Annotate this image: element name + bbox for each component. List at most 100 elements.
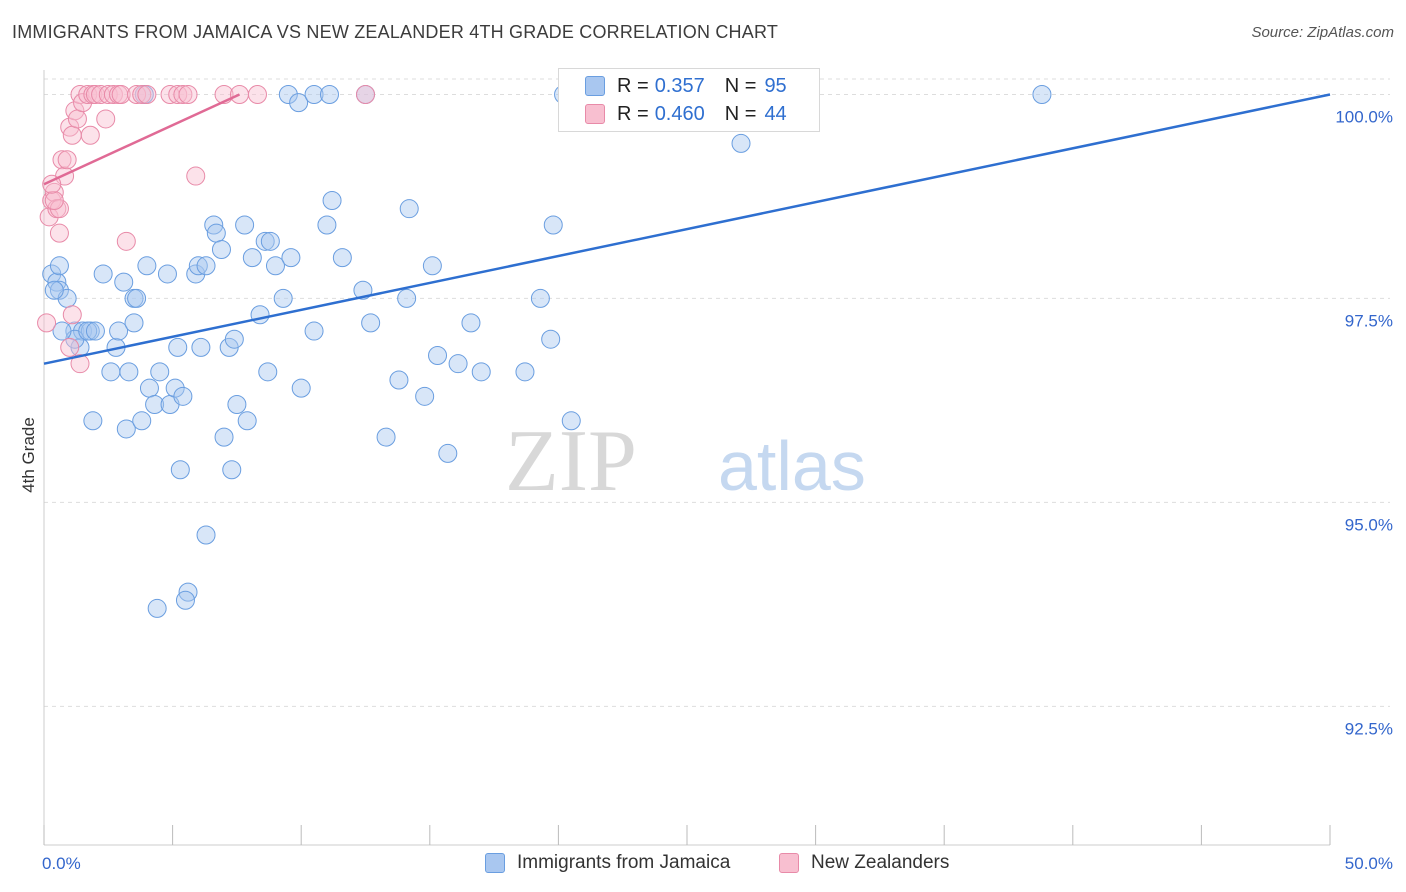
newzealand-point bbox=[57, 150, 77, 170]
jamaica-point bbox=[289, 93, 309, 113]
jamaica-point bbox=[139, 378, 159, 398]
x-tick-label: 50.0% bbox=[1345, 854, 1393, 873]
chart-title: IMMIGRANTS FROM JAMAICA VS NEW ZEALANDER… bbox=[12, 22, 779, 42]
newzealand-point bbox=[62, 125, 82, 145]
jamaica-point bbox=[273, 288, 293, 308]
grid-lines bbox=[44, 78, 1390, 707]
jamaica-point bbox=[1032, 84, 1052, 104]
newzealand-point bbox=[80, 125, 100, 145]
stats-legend: R = 0.357 N = 95 R = 0.460 N = 44 bbox=[558, 68, 820, 132]
legend-label-newzealand: New Zealanders bbox=[811, 852, 950, 873]
y-tick-label: 95.0% bbox=[1345, 515, 1393, 534]
jamaica-point bbox=[52, 321, 72, 341]
jamaica-point bbox=[132, 411, 152, 431]
newzealand-point bbox=[103, 84, 123, 104]
jamaica-point bbox=[438, 443, 458, 463]
jamaica-point bbox=[175, 590, 195, 610]
legend-item-newzealand[interactable]: New Zealanders bbox=[779, 852, 949, 874]
jamaica-point bbox=[168, 337, 188, 357]
jamaica-point bbox=[389, 370, 409, 390]
series-legend: Immigrants from Jamaica New Zealanders bbox=[0, 852, 1406, 878]
jamaica-point bbox=[214, 427, 234, 447]
jamaica-point bbox=[515, 362, 535, 382]
jamaica-swatch bbox=[585, 76, 605, 96]
jamaica-point bbox=[109, 321, 129, 341]
jamaica-point bbox=[224, 329, 244, 349]
jamaica-point bbox=[44, 280, 64, 300]
legend-item-jamaica[interactable]: Immigrants from Jamaica bbox=[485, 852, 730, 874]
n-value-jamaica: 95 bbox=[764, 74, 787, 97]
legend-swatch-jamaica bbox=[485, 853, 505, 873]
newzealand-point bbox=[52, 150, 72, 170]
newzealand-point bbox=[60, 337, 80, 357]
newzealand-point bbox=[127, 84, 147, 104]
newzealand-point bbox=[96, 109, 116, 129]
jamaica-point bbox=[317, 215, 337, 235]
r-value-jamaica: 0.357 bbox=[654, 74, 705, 97]
jamaica-point bbox=[415, 386, 435, 406]
jamaica-point bbox=[428, 346, 448, 366]
jamaica-point bbox=[332, 248, 352, 268]
jamaica-point bbox=[150, 362, 170, 382]
jamaica-point bbox=[541, 329, 561, 349]
jamaica-point bbox=[78, 321, 98, 341]
jamaica-point bbox=[196, 256, 216, 276]
stats-row-newzealand: R = 0.460 N = 44 bbox=[559, 99, 787, 129]
jamaica-point bbox=[361, 313, 381, 333]
jamaica-point bbox=[157, 264, 177, 284]
newzealand-point bbox=[37, 313, 57, 333]
watermark-zip: ZIP bbox=[505, 413, 637, 510]
jamaica-point bbox=[191, 337, 211, 357]
newzealand-point bbox=[178, 84, 198, 104]
r-label: R = bbox=[617, 74, 649, 97]
n-value-newzealand: 44 bbox=[764, 102, 787, 125]
jamaica-point bbox=[255, 231, 275, 251]
newzealand-point bbox=[111, 84, 131, 104]
jamaica-point bbox=[49, 280, 69, 300]
jamaica-point bbox=[211, 239, 231, 259]
newzealand-point bbox=[137, 84, 157, 104]
newzealand-point bbox=[67, 109, 87, 129]
jamaica-point bbox=[206, 223, 226, 243]
newzealand-point bbox=[116, 231, 136, 251]
jamaica-point bbox=[731, 133, 751, 153]
y-tick-label: 97.5% bbox=[1345, 311, 1393, 330]
jamaica-point bbox=[399, 199, 419, 219]
r-value-newzealand: 0.460 bbox=[654, 102, 705, 125]
legend-label-jamaica: Immigrants from Jamaica bbox=[517, 852, 731, 873]
jamaica-point bbox=[227, 394, 247, 414]
jamaica-point bbox=[85, 321, 105, 341]
n-label: N = bbox=[724, 102, 757, 125]
trend-lines bbox=[43, 93, 1331, 365]
newzealand-point bbox=[173, 84, 193, 104]
jamaica-point bbox=[322, 191, 342, 211]
jamaica-point bbox=[471, 362, 491, 382]
jamaica-point bbox=[260, 231, 280, 251]
x-tick-label: 0.0% bbox=[42, 854, 81, 873]
jamaica-point bbox=[116, 419, 136, 439]
jamaica-point bbox=[461, 313, 481, 333]
jamaica-point bbox=[543, 215, 563, 235]
jamaica-trend-line bbox=[43, 93, 1331, 365]
r-label: R = bbox=[617, 102, 649, 125]
jamaica-point bbox=[222, 460, 242, 480]
jamaica-point bbox=[147, 598, 167, 618]
y-axis-title: 4th Grade bbox=[19, 417, 38, 493]
jamaica-point bbox=[188, 256, 208, 276]
jamaica-point bbox=[448, 354, 468, 374]
y-tick-label: 92.5% bbox=[1345, 719, 1393, 738]
jamaica-point bbox=[93, 264, 113, 284]
newzealand-point bbox=[247, 84, 267, 104]
jamaica-point bbox=[265, 256, 285, 276]
newzealand-point bbox=[186, 166, 206, 186]
jamaica-point bbox=[124, 313, 144, 333]
jamaica-point bbox=[137, 256, 157, 276]
jamaica-point bbox=[114, 272, 134, 292]
legend-swatch-newzealand bbox=[779, 853, 799, 873]
stats-row-jamaica: R = 0.357 N = 95 bbox=[559, 71, 787, 101]
jamaica-point bbox=[165, 378, 185, 398]
newzealand-point bbox=[70, 354, 90, 374]
n-label: N = bbox=[724, 74, 757, 97]
jamaica-point bbox=[258, 362, 278, 382]
